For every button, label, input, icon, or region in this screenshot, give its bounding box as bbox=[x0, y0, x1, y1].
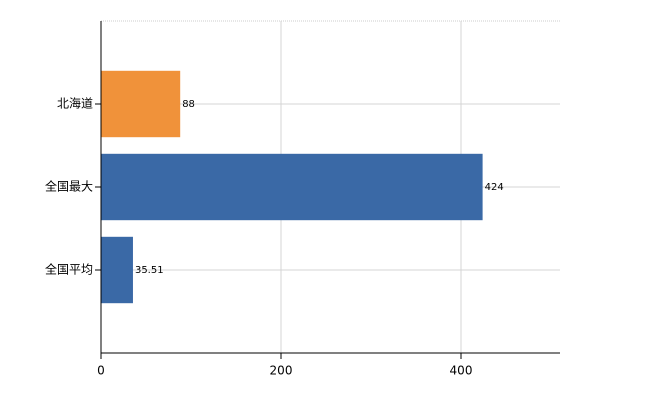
y-tick-label: 全国最大 bbox=[45, 179, 93, 194]
y-tick-label: 北海道 bbox=[57, 96, 93, 111]
bar bbox=[101, 153, 483, 221]
y-tick-label: 全国平均 bbox=[45, 262, 93, 277]
value-label: 424 bbox=[485, 182, 504, 193]
x-tick-label: 200 bbox=[270, 364, 293, 378]
value-label: 35.51 bbox=[135, 265, 164, 276]
value-label: 88 bbox=[182, 99, 195, 110]
bar bbox=[101, 236, 133, 304]
x-tick-label: 0 bbox=[97, 364, 105, 378]
bar bbox=[101, 70, 181, 138]
x-tick-label: 400 bbox=[450, 364, 473, 378]
